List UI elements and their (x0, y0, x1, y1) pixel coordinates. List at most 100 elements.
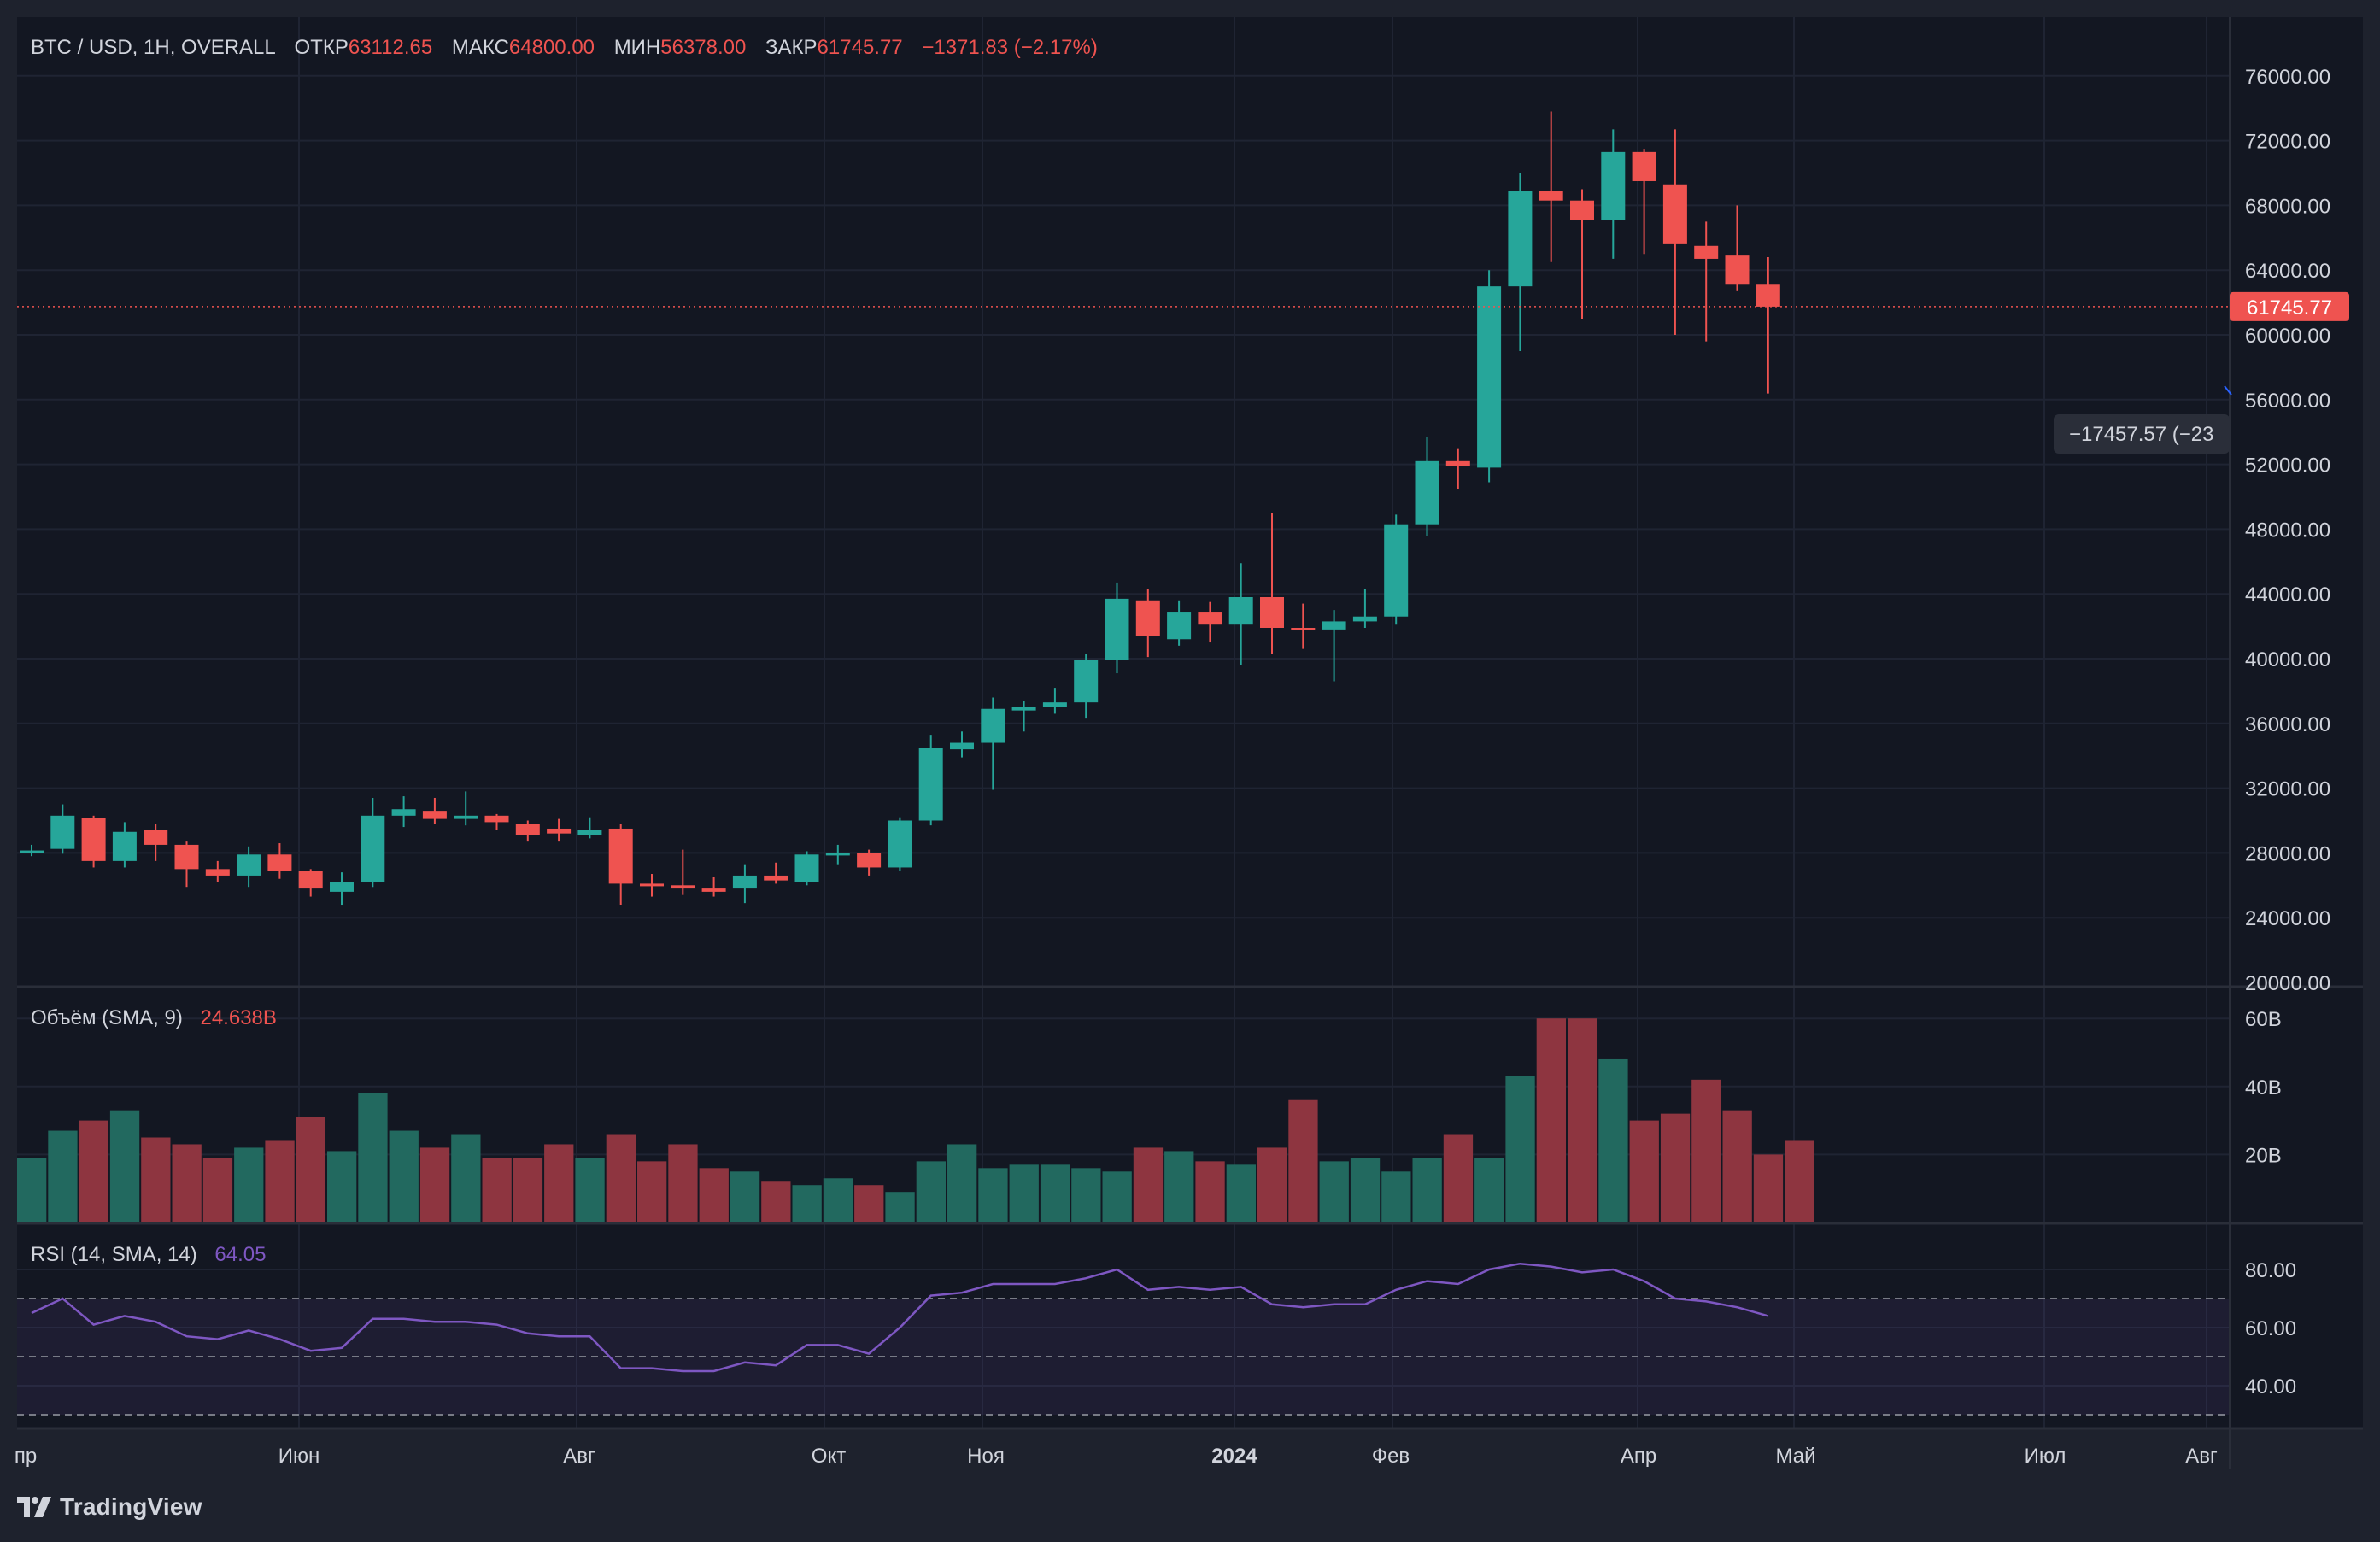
price-tick-label: 72000.00 (2245, 131, 2330, 154)
volume-bar (1568, 1018, 1597, 1222)
volume-bar (451, 1134, 481, 1222)
volume-bar (637, 1161, 667, 1222)
price-tick-label: 32000.00 (2245, 778, 2330, 801)
candle-body (330, 882, 354, 892)
candle (298, 869, 323, 897)
volume-bar (1660, 1113, 1691, 1222)
price-tick-label: 20000.00 (2245, 972, 2330, 995)
candle (422, 797, 447, 824)
volume-bar (1133, 1147, 1164, 1222)
volume-bar (1195, 1161, 1225, 1222)
candle (701, 877, 726, 897)
volume-bar (389, 1130, 419, 1222)
volume-bar (419, 1147, 450, 1222)
candle-body (1135, 600, 1160, 636)
rsi-axis-ticks: 80.00 60.00 40.00 (2245, 1259, 2296, 1398)
candle (1352, 589, 1377, 628)
candle-body (764, 875, 788, 881)
candle-body (640, 883, 664, 887)
candle-body (1074, 660, 1099, 703)
candle-body (1539, 191, 1563, 201)
volume-bar (1226, 1164, 1256, 1222)
candle (1105, 582, 1129, 674)
candle (825, 844, 850, 865)
candle (732, 864, 757, 904)
price-tick-label: 64000.00 (2245, 260, 2330, 283)
candle (237, 846, 261, 888)
price-tick-label: 28000.00 (2245, 842, 2330, 865)
candle (981, 697, 1005, 790)
price-tick-label: 60000.00 (2245, 325, 2330, 348)
volume-bar (1319, 1161, 1349, 1222)
candle (1662, 129, 1687, 335)
time-axis-label: пр (15, 1445, 37, 1468)
candle-body (267, 854, 292, 871)
high-value: 64800.00 (509, 36, 595, 59)
time-axis-labels[interactable]: пр Июн Авг Окт Ноя 2024 Фев Апр Май Июл Авг (15, 1445, 2218, 1468)
price-tick-label: 48000.00 (2245, 519, 2330, 542)
price-tick-label: 68000.00 (2245, 195, 2330, 218)
volume-bar (668, 1144, 698, 1222)
price-tick-label: 76000.00 (2245, 66, 2330, 89)
volume-bar (978, 1168, 1008, 1222)
rsi-line (31, 1262, 1769, 1373)
candle-body (20, 850, 44, 853)
volume-bar (1164, 1151, 1194, 1222)
volume-value: 24.638B (200, 1006, 276, 1029)
volume-bar (761, 1181, 791, 1222)
candle-body (361, 815, 385, 882)
change-value: −1371.83 (−2.17%) (922, 36, 1098, 59)
rsi-tick-label: 60.00 (2245, 1317, 2296, 1340)
volume-bar (916, 1161, 946, 1222)
candle (1291, 603, 1316, 649)
candle-body (422, 811, 447, 819)
candle (1167, 600, 1192, 646)
volume-bar (1536, 1018, 1566, 1222)
measure-tool-edge (2224, 385, 2232, 396)
volume-bar (885, 1192, 915, 1222)
candle (174, 841, 199, 888)
volume-bar (730, 1171, 760, 1222)
volume-bar (1257, 1147, 1287, 1222)
low-value: 56378.00 (660, 36, 746, 59)
candle (547, 818, 572, 842)
volume-bar (79, 1120, 108, 1222)
volume-bar (17, 1158, 47, 1222)
candle (1445, 448, 1470, 490)
volume-bar (575, 1158, 605, 1222)
time-axis-label: Авг (563, 1445, 595, 1468)
time-axis-label: Июн (278, 1445, 320, 1468)
chart-legend[interactable]: BTC / USD, 1H, OVERALL ОТКР63112.65 МАКС… (31, 36, 1098, 59)
candle-body (1167, 612, 1192, 640)
price-axis-ticks[interactable]: 76000.00 72000.00 68000.00 64000.00 60000.00… (2245, 66, 2330, 995)
candle (577, 817, 602, 839)
candle-body (298, 871, 323, 889)
candle (81, 815, 106, 868)
candle-body (918, 748, 943, 821)
measure-label: −17457.57 (−23 (2069, 423, 2214, 446)
volume-legend[interactable]: Объём (SMA, 9) 24.638B (31, 1006, 277, 1029)
candle (515, 820, 540, 842)
candle (1322, 610, 1346, 682)
symbol-label: BTC / USD, 1H, OVERALL (31, 36, 275, 59)
candle (50, 804, 75, 854)
candle-body (577, 830, 602, 835)
candle-body (50, 815, 75, 849)
candle (20, 844, 44, 857)
tradingview-logo-text: TradingView (60, 1493, 202, 1520)
volume-bar (1412, 1158, 1442, 1222)
candle-body (1662, 184, 1687, 244)
rsi-legend[interactable]: RSI (14, SMA, 14) 64.05 (31, 1243, 266, 1266)
volume-bar (141, 1137, 171, 1222)
candle-body (1477, 286, 1502, 468)
candle-body (515, 824, 540, 835)
rsi-title: RSI (14, SMA, 14) (31, 1243, 197, 1266)
tradingview-logo[interactable]: TradingView (17, 1490, 202, 1524)
candle (1725, 205, 1750, 291)
volume-bar (1785, 1140, 1814, 1222)
candle (888, 817, 912, 871)
volume-title: Объём (SMA, 9) (31, 1006, 183, 1029)
candle (1756, 257, 1780, 394)
